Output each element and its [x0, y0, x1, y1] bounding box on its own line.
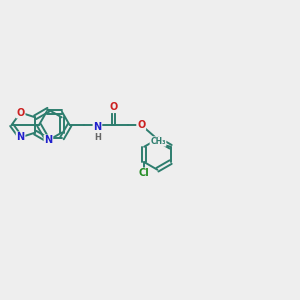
Text: H: H — [94, 133, 101, 142]
Text: N: N — [16, 132, 25, 142]
Text: N: N — [93, 122, 101, 132]
Text: O: O — [109, 102, 118, 112]
Text: CH₃: CH₃ — [150, 137, 166, 146]
Text: O: O — [16, 108, 25, 118]
Text: Cl: Cl — [139, 168, 149, 178]
Text: N: N — [44, 135, 52, 145]
Text: O: O — [137, 120, 145, 130]
